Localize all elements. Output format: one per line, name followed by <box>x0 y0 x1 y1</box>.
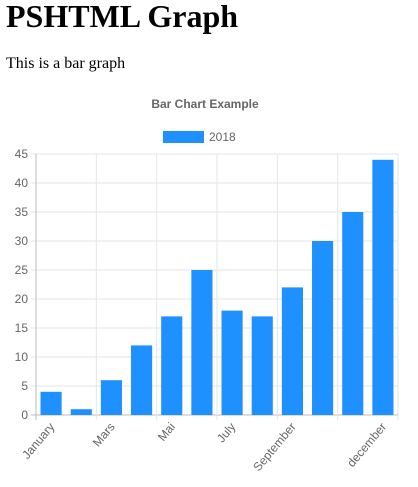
chart-legend[interactable]: 2018 <box>163 130 236 144</box>
y-tick-label: 30 <box>15 234 29 248</box>
x-tick-label: Mars <box>90 420 118 449</box>
legend-label: 2018 <box>209 130 236 144</box>
x-tick-label: Mai <box>155 420 178 444</box>
bar-mars[interactable] <box>100 380 122 415</box>
page-title: PSHTML Graph <box>6 0 239 34</box>
legend-swatch <box>163 131 204 143</box>
y-tick-label: 40 <box>15 176 29 190</box>
y-tick-label: 15 <box>15 321 29 335</box>
x-tick-label: July <box>214 420 238 445</box>
y-tick-label: 45 <box>15 147 29 161</box>
bar-mai[interactable] <box>161 316 183 415</box>
bar-september[interactable] <box>281 287 303 415</box>
y-tick-label: 10 <box>15 350 29 364</box>
bar-january[interactable] <box>40 391 62 415</box>
bar-april[interactable] <box>131 345 153 415</box>
x-axis: January Mars Mai July September december <box>19 420 389 474</box>
y-axis: 0 5 10 15 20 25 30 35 40 45 <box>15 147 29 422</box>
bar-july[interactable] <box>221 310 243 415</box>
y-tick-label: 20 <box>15 292 29 306</box>
y-tick-label: 0 <box>21 408 28 422</box>
y-tick-label: 35 <box>15 205 29 219</box>
bar-october[interactable] <box>312 241 334 415</box>
bar-june[interactable] <box>191 270 213 415</box>
bar-november[interactable] <box>342 212 364 415</box>
chart-canvas: Bar Chart Example 2018 0 5 10 15 20 25 30 35 40 4… <box>15 97 399 474</box>
x-tick-label: december <box>344 420 389 470</box>
chart-title: Bar Chart Example <box>151 97 259 111</box>
bar-series <box>40 159 394 415</box>
chart-grid <box>31 153 399 420</box>
bar-august[interactable] <box>251 316 273 415</box>
y-tick-label: 5 <box>21 379 28 393</box>
x-tick-label: January <box>19 420 57 462</box>
page-description: This is a bar graph <box>6 55 126 72</box>
bar-december[interactable] <box>372 159 394 415</box>
bar-chart: Bar Chart Example 2018 0 5 10 15 20 25 30 35 40 4… <box>0 92 418 487</box>
x-tick-label: September <box>250 420 298 474</box>
bar-february[interactable] <box>70 409 92 415</box>
y-tick-label: 25 <box>15 263 29 277</box>
